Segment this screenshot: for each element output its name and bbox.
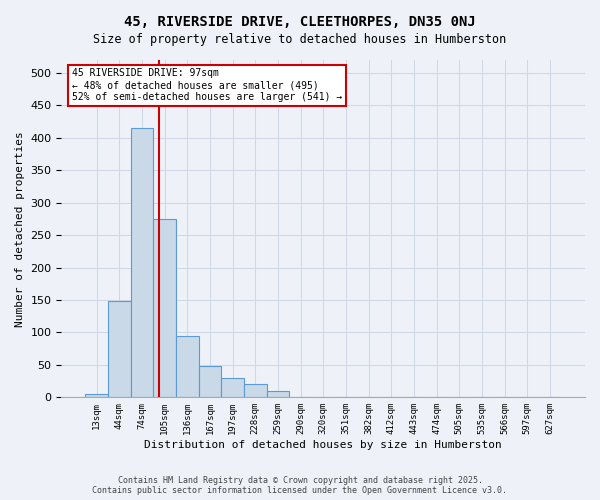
X-axis label: Distribution of detached houses by size in Humberston: Distribution of detached houses by size … <box>145 440 502 450</box>
Bar <box>244 384 266 398</box>
Bar <box>221 378 244 398</box>
Bar <box>108 302 131 398</box>
Y-axis label: Number of detached properties: Number of detached properties <box>15 131 25 326</box>
Bar <box>85 394 108 398</box>
Bar <box>176 336 199 398</box>
Text: Size of property relative to detached houses in Humberston: Size of property relative to detached ho… <box>94 32 506 46</box>
Text: Contains HM Land Registry data © Crown copyright and database right 2025.
Contai: Contains HM Land Registry data © Crown c… <box>92 476 508 495</box>
Text: 45, RIVERSIDE DRIVE, CLEETHORPES, DN35 0NJ: 45, RIVERSIDE DRIVE, CLEETHORPES, DN35 0… <box>124 15 476 29</box>
Text: 45 RIVERSIDE DRIVE: 97sqm
← 48% of detached houses are smaller (495)
52% of semi: 45 RIVERSIDE DRIVE: 97sqm ← 48% of detac… <box>72 68 342 102</box>
Bar <box>153 219 176 398</box>
Bar <box>266 391 289 398</box>
Bar <box>131 128 153 398</box>
Bar <box>199 366 221 398</box>
